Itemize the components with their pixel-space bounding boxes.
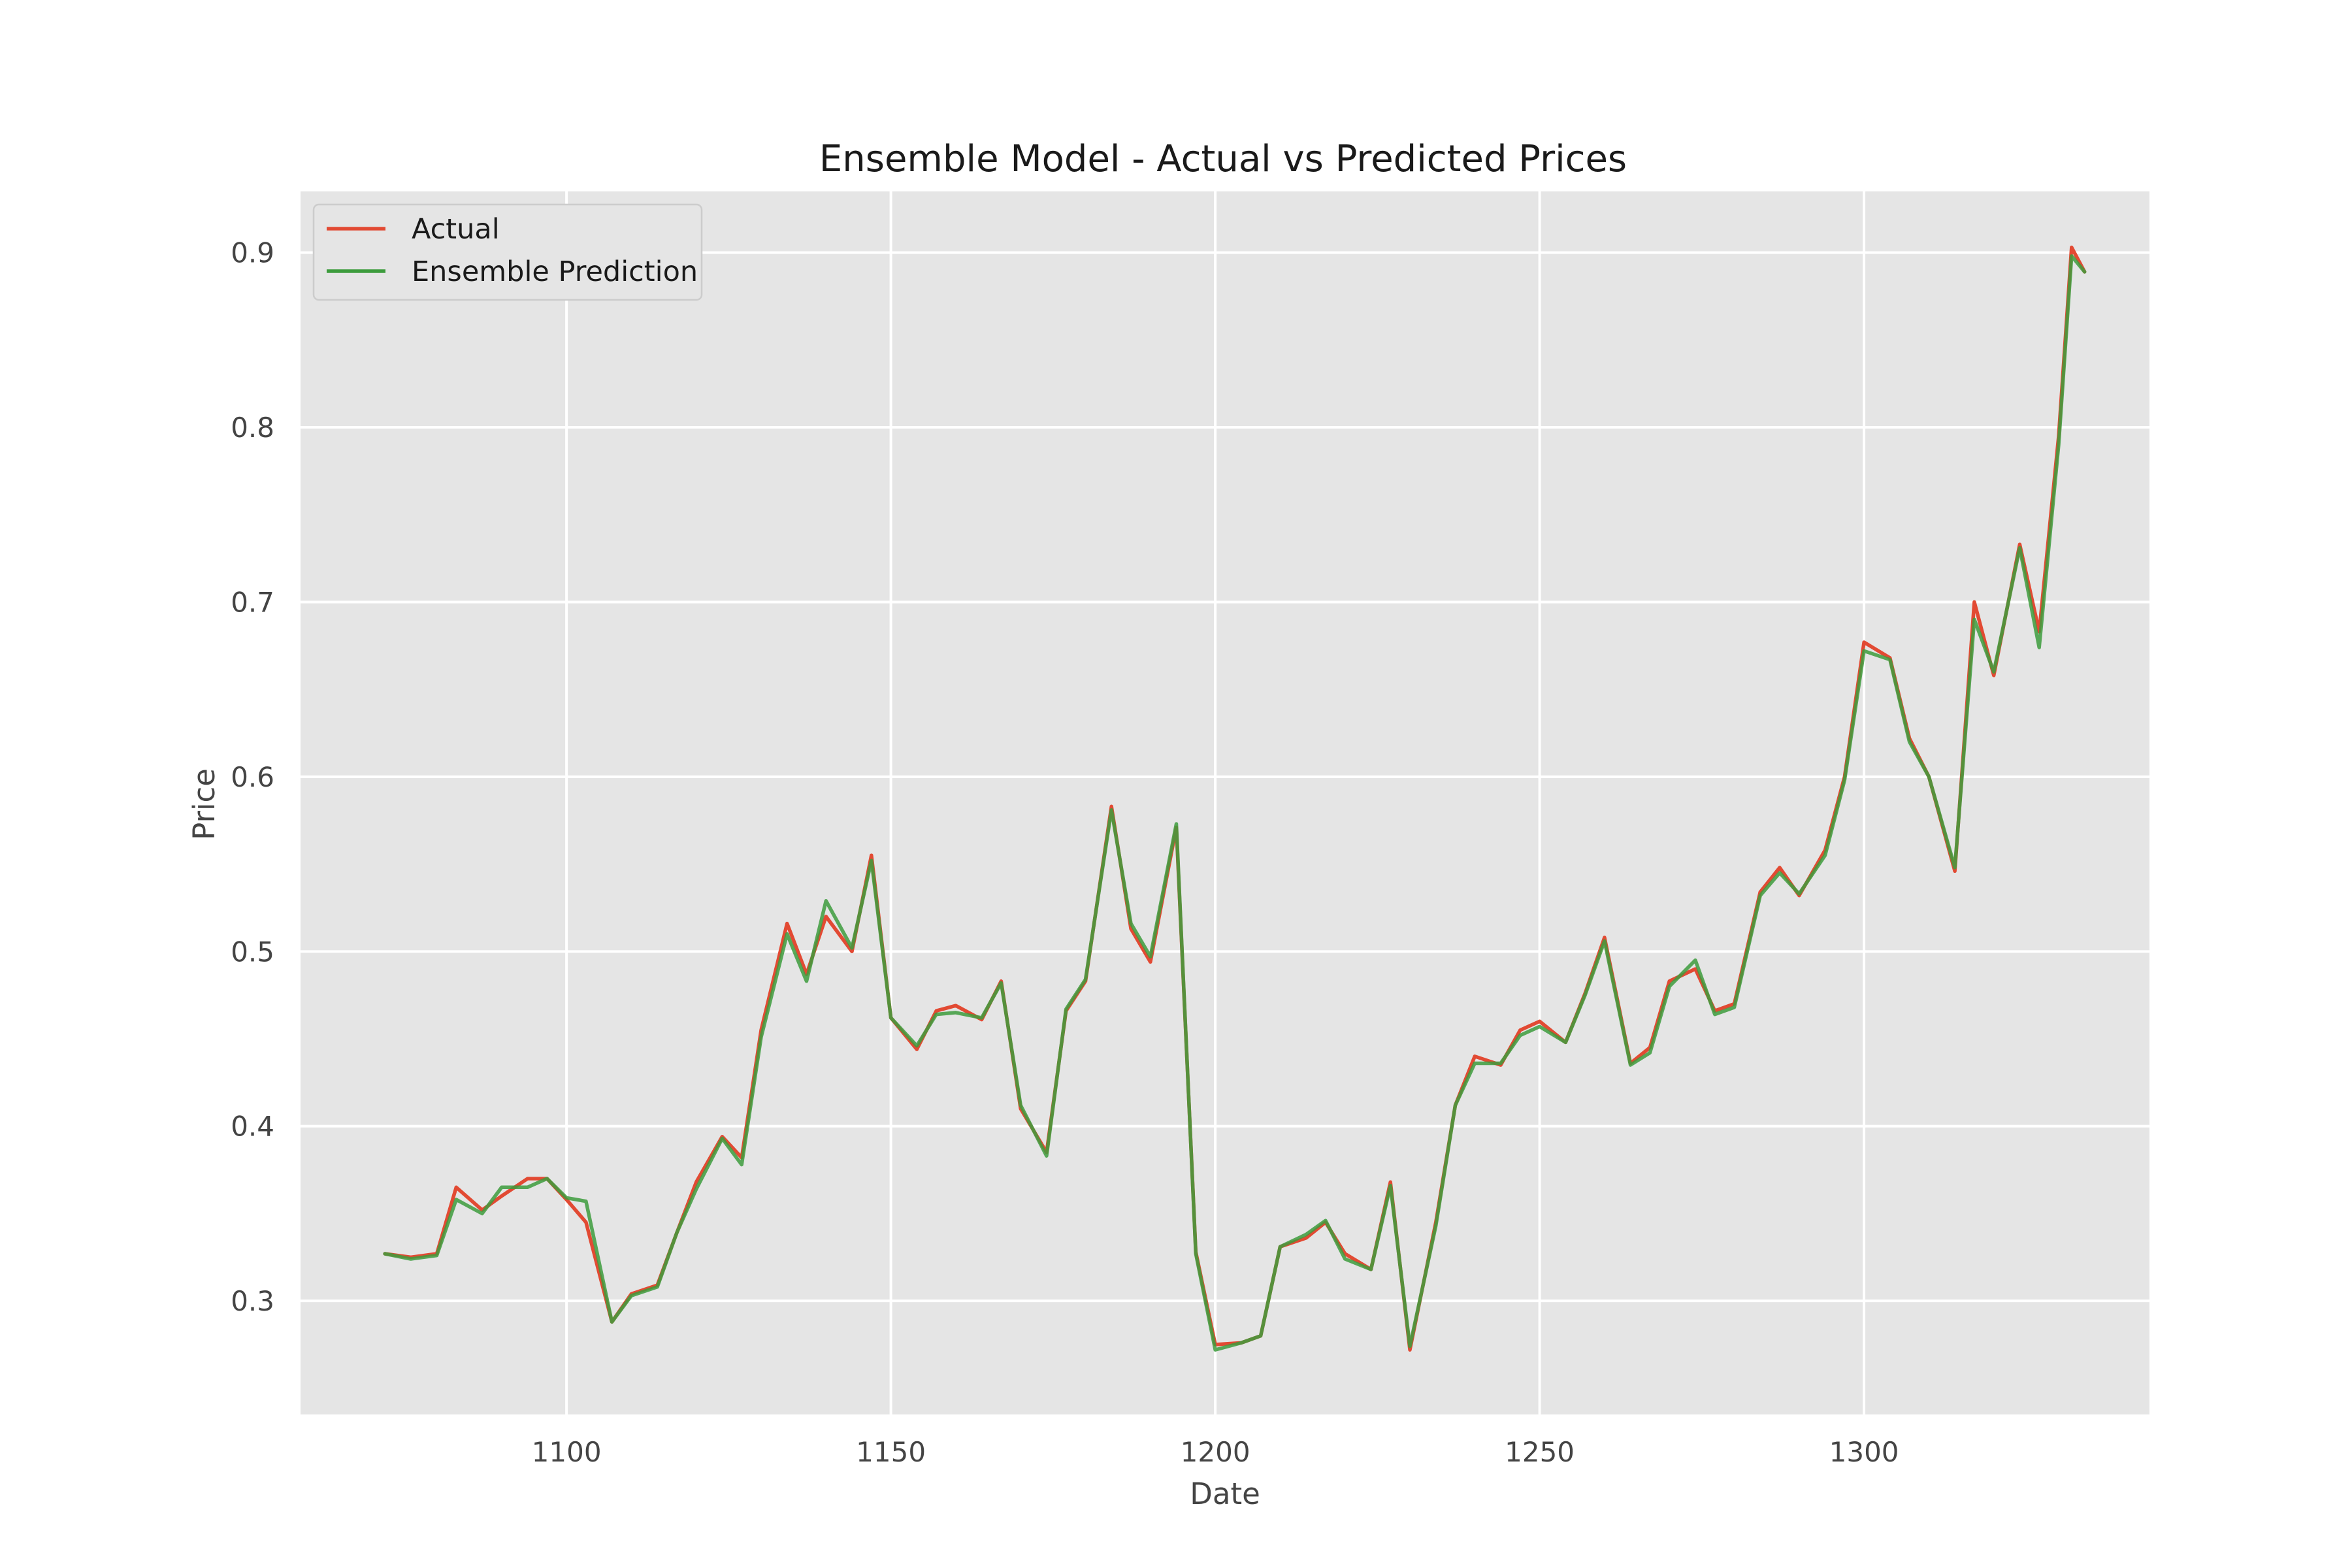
- x-axis-label: Date: [1190, 1477, 1260, 1511]
- grid-lines: [301, 191, 2149, 1414]
- legend: Actual Ensemble Prediction: [312, 203, 703, 301]
- x-tick-label: 1200: [1181, 1436, 1250, 1468]
- y-tick-label: 0.9: [231, 237, 274, 269]
- legend-box: [312, 203, 703, 301]
- y-tick-label: 0.5: [231, 936, 274, 968]
- series-lines: [383, 245, 2087, 1352]
- x-tick-label: 1150: [856, 1436, 926, 1468]
- plot-area: [301, 191, 2149, 1414]
- y-tick-label: 0.4: [231, 1111, 274, 1143]
- legend-label-ensemble-prediction: Ensemble Prediction: [412, 255, 698, 288]
- legend-label-actual: Actual: [412, 213, 500, 246]
- chart-title: Ensemble Model - Actual vs Predicted Pri…: [819, 138, 1627, 180]
- y-tick-label: 0.7: [231, 586, 274, 618]
- series-line-ensemble-prediction: [383, 254, 2087, 1352]
- x-tick-label: 1300: [1829, 1436, 1899, 1468]
- y-axis-label: Price: [187, 768, 221, 840]
- tick-labels: 1100 1150 1200 1250 1300 0.3 0.4 0.5 0.6 0.7 0.8 0.…: [231, 237, 1899, 1468]
- x-tick-label: 1100: [532, 1436, 602, 1468]
- x-tick-label: 1250: [1505, 1436, 1575, 1468]
- y-tick-label: 0.8: [231, 412, 274, 444]
- y-tick-label: 0.6: [231, 761, 274, 793]
- y-tick-label: 0.3: [231, 1285, 274, 1317]
